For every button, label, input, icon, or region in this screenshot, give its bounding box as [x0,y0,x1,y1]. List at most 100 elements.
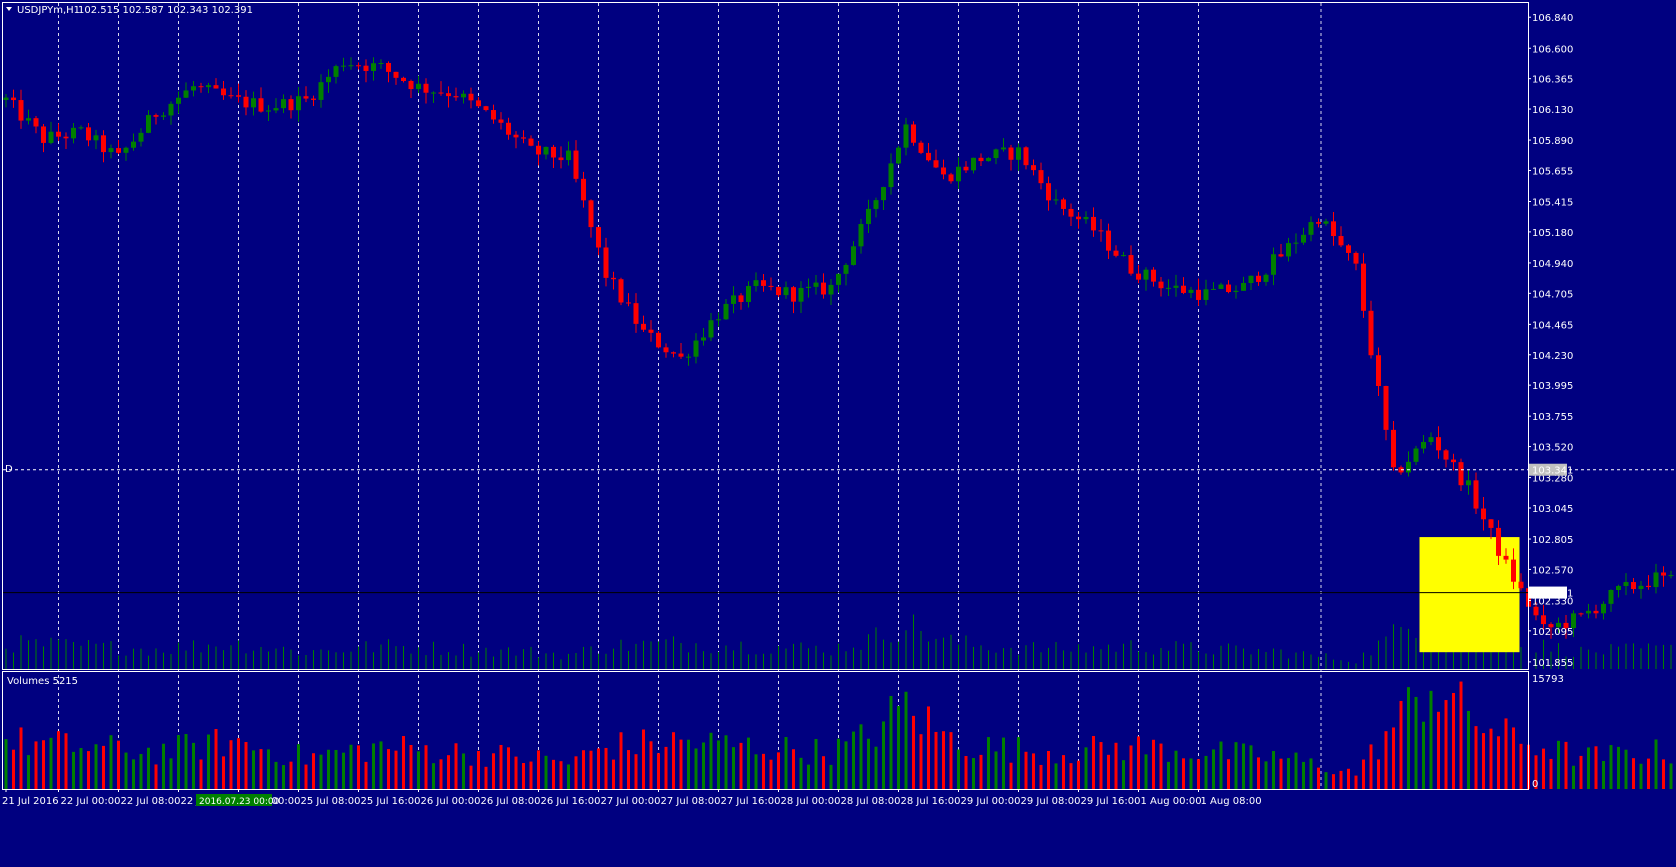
candle [1173,274,1179,297]
candle-body [1518,581,1524,589]
volume-zero-label: 0 [1532,779,1538,790]
volume-bar [447,755,450,789]
volume-bar [94,744,98,789]
candle-body [1496,527,1501,556]
candle-body [716,319,721,321]
volume-bar [994,751,998,789]
time-tick-label: 25 Jul 16:00 [361,796,421,807]
volume-bar [1294,752,1298,789]
candle-body [386,63,391,72]
time-tick-label: 28 Jul 16:00 [901,796,961,807]
candle [468,87,474,109]
price-tick-label: 104.230 [1532,351,1573,362]
volume-bar [1669,763,1673,789]
price-tick-label: 102.805 [1532,535,1573,546]
candle-body [93,135,99,141]
candle-body [1563,622,1569,629]
volume-bar [1414,696,1418,789]
candle [1646,575,1651,590]
candle [1518,573,1524,591]
candle [311,95,316,107]
volume-bar [237,738,240,789]
candle [1233,285,1239,299]
time-tick-label: 1 Aug 08:00 [1201,796,1262,807]
candle [26,109,31,125]
volume-bar [1077,760,1080,789]
volume-bar [1384,731,1388,789]
candle [1061,197,1066,216]
candle [1241,276,1246,291]
candle-body [86,127,91,141]
candle [978,153,984,167]
candle-body [1113,250,1119,256]
candle [701,328,706,346]
candle-body [798,287,804,302]
candle [1196,278,1201,306]
time-tick-label: 21 Jul 2016 [2,796,59,807]
candle [393,71,399,85]
candle-body [708,320,714,338]
candle-body [26,118,31,121]
candle-body [1271,254,1276,275]
main-chart-frame [2,2,1529,670]
candle [573,140,579,183]
volume-bar [1257,757,1260,789]
volume-bar [1024,751,1028,789]
candle-body [281,99,286,109]
volume-bar [1437,711,1440,789]
volume-bar [1482,733,1485,789]
candle [108,144,114,159]
candle [461,90,466,104]
candle [1181,277,1186,295]
candle [1458,458,1464,492]
triangle-down-icon[interactable] [6,7,12,11]
candle [18,89,24,129]
candle [1203,279,1209,306]
candle-body [1443,450,1449,460]
volume-bar [544,755,548,789]
price-tick-label: 103.755 [1532,412,1573,423]
price-tick-label: 105.890 [1532,136,1573,147]
candle [528,135,534,147]
candle [446,86,451,108]
candle-body [116,148,121,153]
volume-bar [612,759,615,789]
candle [1353,251,1359,271]
volume-bar [1542,748,1545,789]
candle [941,159,946,180]
volume-bar [852,731,855,789]
volume-bar [1212,749,1215,789]
candle-body [776,286,781,296]
candle [873,197,879,218]
candle-body [1308,222,1314,235]
volume-bar [1189,758,1193,789]
candle-body [1631,582,1636,590]
candle [633,293,639,333]
candle-body [978,157,984,162]
candle-body [333,66,339,77]
candle-body [63,136,69,139]
volume-bar [912,715,915,789]
time-tick-label: 27 Jul 08:00 [661,796,721,807]
candle [611,271,616,290]
candle [648,320,654,342]
candle [1008,144,1014,171]
symbol-timeframe-label: USDJPYm,H1 [17,5,80,16]
time-tick-label: 28 Jul 08:00 [841,796,901,807]
candle-body [1466,480,1471,486]
time-tick-label: 22 Jul 08:00 [121,796,181,807]
volume-bar [492,753,495,789]
candle [1496,520,1501,566]
volume-bar [469,765,473,789]
candle-body [131,141,136,148]
volume-max-label: 15793 [1532,674,1564,685]
candle [671,351,676,358]
candle-body [1601,603,1606,614]
candle-body [1083,216,1089,220]
volume-bar [1579,755,1583,789]
candle [536,141,541,166]
candle-body [1638,585,1644,590]
volume-bar [102,745,105,789]
candle [1136,264,1141,284]
